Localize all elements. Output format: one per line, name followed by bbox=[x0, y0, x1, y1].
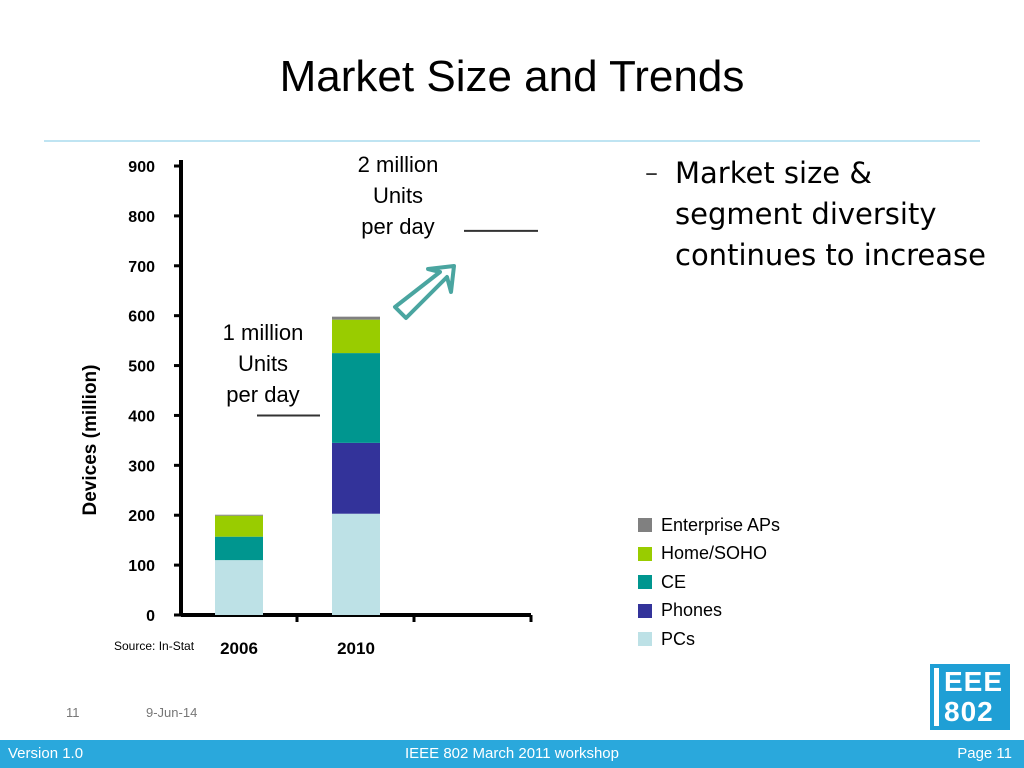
y-tick-label: 300 bbox=[128, 458, 155, 475]
legend-label: CE bbox=[661, 571, 687, 592]
footer-event: IEEE 802 March 2011 workshop bbox=[404, 745, 619, 762]
annotation-text: Units bbox=[238, 351, 288, 376]
bar-phones-2010 bbox=[332, 442, 380, 514]
annotation-text: 1 million bbox=[223, 320, 304, 345]
title-divider bbox=[44, 140, 980, 142]
growth-arrow-icon bbox=[393, 264, 456, 320]
bar-home-soho-2006 bbox=[215, 515, 263, 537]
legend-item: PCs bbox=[638, 625, 780, 654]
annotation-text: per day bbox=[361, 214, 434, 239]
legend-item: Enterprise APs bbox=[638, 511, 780, 540]
y-tick-label: 600 bbox=[128, 309, 155, 326]
legend-item: Home/SOHO bbox=[638, 540, 780, 569]
bullet-marker: – bbox=[645, 158, 658, 188]
bar-pcs-2010 bbox=[332, 513, 380, 615]
annotation-text: Units bbox=[373, 183, 423, 208]
legend-item: CE bbox=[638, 568, 780, 597]
legend-swatch bbox=[638, 518, 652, 533]
bar-home-soho-2010 bbox=[332, 319, 380, 354]
legend-label: Home/SOHO bbox=[661, 543, 768, 564]
footer-version: Version 1.0 bbox=[8, 745, 84, 762]
y-tick-label: 800 bbox=[128, 209, 155, 226]
bar-ce-2006 bbox=[215, 536, 263, 561]
legend-label: PCs bbox=[661, 628, 696, 649]
y-tick-label: 100 bbox=[128, 558, 155, 575]
slide-title: Market Size and Trends bbox=[279, 52, 745, 101]
slide-date: 9-Jun-14 bbox=[146, 705, 198, 720]
y-tick-label: 400 bbox=[128, 408, 155, 425]
annotation-text: 2 million bbox=[358, 152, 439, 177]
y-axis-label: Devices (million) bbox=[80, 365, 101, 516]
chart-legend: Enterprise APs Home/SOHO CE Phones PCs bbox=[638, 511, 780, 654]
stacked-bar-chart: 0 100 200 300 400 500 600 700 800 900 2006 2010 1 mi… bbox=[80, 152, 538, 658]
annotation-text: per day bbox=[226, 382, 299, 407]
bullet-text: Market size & segment diversity continue… bbox=[675, 156, 986, 272]
ieee-802-logo: EEE 802 bbox=[930, 664, 1010, 730]
source-note: Source: In-Stat bbox=[114, 639, 195, 653]
legend-label: Enterprise APs bbox=[661, 514, 781, 535]
legend-swatch bbox=[638, 632, 652, 647]
y-tick-label: 900 bbox=[128, 159, 155, 176]
bar-enterprise-aps-2010 bbox=[332, 316, 380, 320]
bar-ce-2010 bbox=[332, 353, 380, 443]
legend-swatch bbox=[638, 546, 652, 561]
legend-label: Phones bbox=[661, 600, 723, 621]
x-tick-label: 2006 bbox=[220, 639, 258, 658]
slide-number: 11 bbox=[66, 705, 80, 720]
bar-enterprise-aps-2006 bbox=[215, 514, 263, 516]
x-tick-label: 2010 bbox=[337, 639, 375, 658]
footer-bar: Version 1.0 IEEE 802 March 2011 workshop… bbox=[0, 740, 1024, 768]
logo-text-top: EEE bbox=[944, 666, 1004, 697]
bar-pcs-2006 bbox=[215, 560, 263, 615]
y-tick-label: 0 bbox=[146, 608, 155, 625]
legend-swatch bbox=[638, 575, 652, 590]
logo-bar bbox=[934, 668, 939, 726]
y-tick-label: 500 bbox=[128, 359, 155, 376]
y-tick-label: 700 bbox=[128, 259, 155, 276]
y-tick-label: 200 bbox=[128, 508, 155, 525]
bullet-point: – Market size & segment diversity contin… bbox=[645, 153, 1005, 276]
legend-item: Phones bbox=[638, 597, 780, 626]
legend-swatch bbox=[638, 603, 652, 618]
footer-page: Page 11 bbox=[957, 745, 1012, 762]
logo-text-bottom: 802 bbox=[944, 696, 994, 727]
